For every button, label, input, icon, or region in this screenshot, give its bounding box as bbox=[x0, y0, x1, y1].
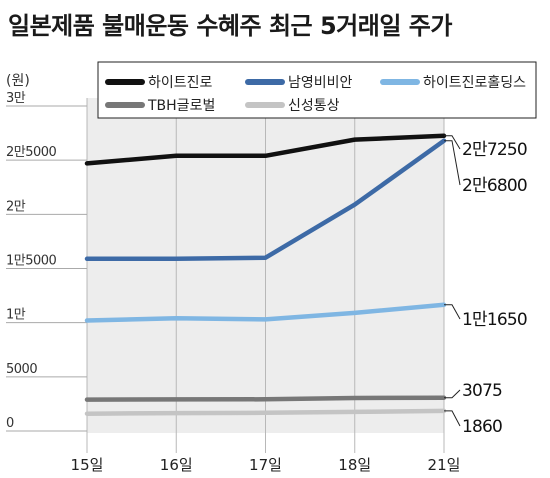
end-label-connector bbox=[444, 389, 461, 399]
legend-label: 하이트진로홀딩스 bbox=[423, 75, 526, 91]
x-tick-label: 18일 bbox=[338, 456, 371, 474]
y-axis-unit: (원) bbox=[6, 73, 30, 89]
y-tick-label: 2만 bbox=[6, 199, 26, 214]
legend-label: 신성통상 bbox=[288, 98, 340, 114]
end-value-label: 3075 bbox=[462, 381, 502, 401]
end-label-connector bbox=[444, 135, 461, 150]
legend-box bbox=[97, 61, 537, 119]
y-tick-label: 2만5000 bbox=[6, 145, 57, 160]
end-label-connector bbox=[444, 304, 461, 320]
y-tick-label: 0 bbox=[6, 416, 14, 431]
x-tick-label: 21일 bbox=[428, 456, 461, 474]
series-line bbox=[84, 138, 447, 262]
y-tick-label: 1만5000 bbox=[6, 254, 57, 269]
end-value-label: 1860 bbox=[462, 417, 502, 437]
series-line bbox=[84, 133, 447, 166]
end-label-connector bbox=[444, 410, 461, 427]
series-line bbox=[84, 408, 447, 416]
series-line bbox=[84, 302, 447, 323]
x-tick-label: 17일 bbox=[249, 456, 282, 474]
legend-label: 남영비비안 bbox=[288, 75, 353, 91]
legend-label: TBH글로벌 bbox=[147, 98, 215, 114]
chart-title: 일본제품 불매운동 수혜주 최근 5거래일 주가 bbox=[8, 12, 452, 40]
end-value-label: 2만6800 bbox=[462, 176, 527, 196]
y-tick-label: 1만 bbox=[6, 308, 26, 323]
legend-label: 하이트진로 bbox=[148, 75, 213, 91]
series-line bbox=[84, 395, 447, 402]
y-tick-label: 3만 bbox=[6, 91, 26, 106]
end-label-connector bbox=[444, 140, 461, 186]
legend: 하이트진로 남영비비안 하이트진로홀딩스 TBH글로벌 신성통상 bbox=[97, 61, 537, 119]
x-tick-label: 16일 bbox=[160, 456, 193, 474]
y-tick-label: 5000 bbox=[6, 362, 37, 377]
end-value-label: 1만1650 bbox=[462, 310, 527, 330]
end-value-label: 2만7250 bbox=[462, 140, 527, 160]
x-tick-label: 15일 bbox=[71, 456, 104, 474]
